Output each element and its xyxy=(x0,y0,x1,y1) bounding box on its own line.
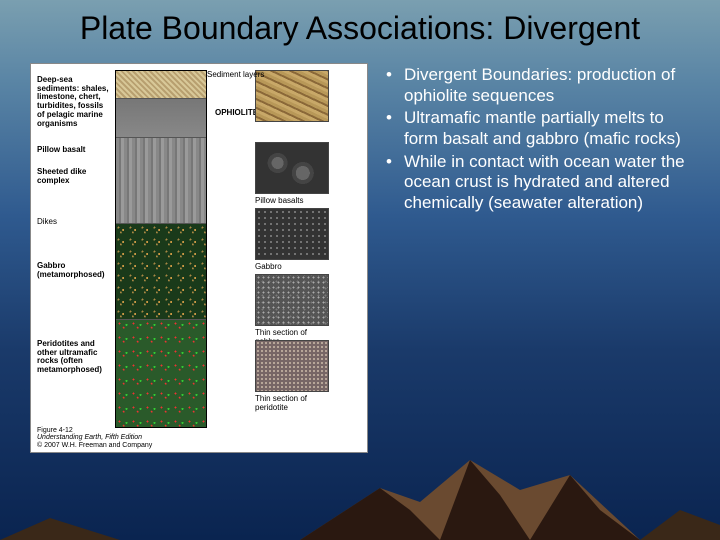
strat-column xyxy=(115,70,207,428)
label-dike-complex: Sheeted dike complex xyxy=(37,168,109,186)
layer-pillow xyxy=(116,99,206,138)
bullet-text: Divergent Boundaries: production of ophi… xyxy=(380,63,700,453)
thumb-gabbro-thin xyxy=(255,274,329,326)
bullet-item: Ultramafic mantle partially melts to for… xyxy=(380,108,692,149)
caption-book: Understanding Earth, Fifth Edition xyxy=(37,434,152,442)
layer-peridotite xyxy=(116,320,206,427)
slide-title: Plate Boundary Associations: Divergent xyxy=(0,0,720,55)
ophiolite-figure: Deep-sea sediments: shales, limestone, c… xyxy=(30,63,368,453)
figure-left-labels: Deep-sea sediments: shales, limestone, c… xyxy=(37,70,115,428)
label-gabbro: Gabbro (metamorphosed) xyxy=(37,262,109,280)
layer-gabbro xyxy=(116,224,206,320)
caption-fig-num: Figure 4-12 xyxy=(37,427,152,435)
label-dikes: Dikes xyxy=(37,218,109,227)
thumb-gabbro xyxy=(255,208,329,260)
rlabel-pillow: Pillow basalts xyxy=(255,196,333,205)
label-peridotite: Peridotites and other ultramafic rocks (… xyxy=(37,340,109,375)
content-row: Deep-sea sediments: shales, limestone, c… xyxy=(0,55,720,453)
caption-copyright: © 2007 W.H. Freeman and Company xyxy=(37,442,152,450)
figure-right-column: OPHIOLITE SUITE Sediment layers Pillow b… xyxy=(207,70,361,428)
layer-dike xyxy=(116,138,206,223)
figure-caption: Figure 4-12 Understanding Earth, Fifth E… xyxy=(37,427,152,450)
mountain-decoration xyxy=(0,440,720,540)
rlabel-peridotite-thin: Thin section of peridotite xyxy=(255,394,333,412)
rlabel-gabbro: Gabbro xyxy=(255,262,333,271)
layer-sediment xyxy=(116,71,206,99)
label-pillow-basalt: Pillow basalt xyxy=(37,146,109,155)
rlabel-sediment: Sediment layers xyxy=(207,70,285,79)
bullet-item: Divergent Boundaries: production of ophi… xyxy=(380,65,692,106)
thumb-pillow xyxy=(255,142,329,194)
bullet-item: While in contact with ocean water the oc… xyxy=(380,152,692,214)
label-deep-sea: Deep-sea sediments: shales, limestone, c… xyxy=(37,76,109,129)
thumb-peridotite-thin xyxy=(255,340,329,392)
